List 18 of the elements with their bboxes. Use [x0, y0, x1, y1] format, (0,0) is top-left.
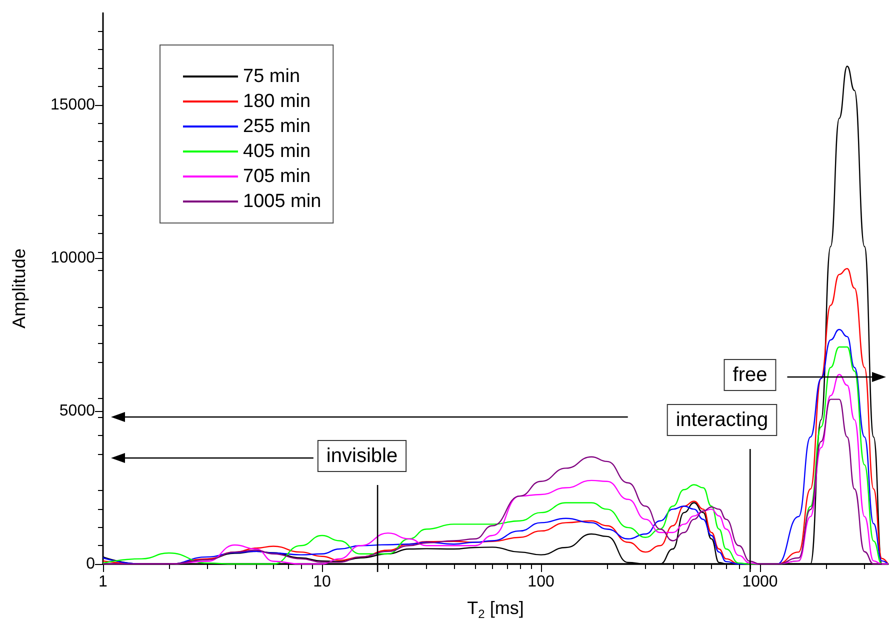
y-tick-label: 5000: [59, 402, 96, 420]
legend-label: 405 min: [243, 141, 311, 162]
legend-label: 180 min: [243, 91, 311, 112]
x-tick-label: 1: [98, 574, 108, 590]
legend-label: 75 min: [243, 66, 300, 87]
y-tick-label: 0: [86, 556, 96, 572]
legend-label: 705 min: [243, 166, 311, 187]
legend-label: 1005 min: [243, 191, 322, 212]
annotation: interacting: [676, 409, 768, 431]
annotation: invisible: [326, 445, 398, 467]
y-axis-title: Amplitude: [9, 248, 29, 329]
annotation: free: [732, 364, 768, 386]
x-tick-label: 100: [528, 574, 554, 590]
x-tick-label: 1000: [742, 574, 778, 590]
legend-label: 255 min: [243, 116, 311, 137]
y-tick-label: 15000: [50, 96, 96, 114]
y-tick-label: 10000: [50, 249, 96, 266]
x-tick-label: 10: [313, 574, 332, 590]
